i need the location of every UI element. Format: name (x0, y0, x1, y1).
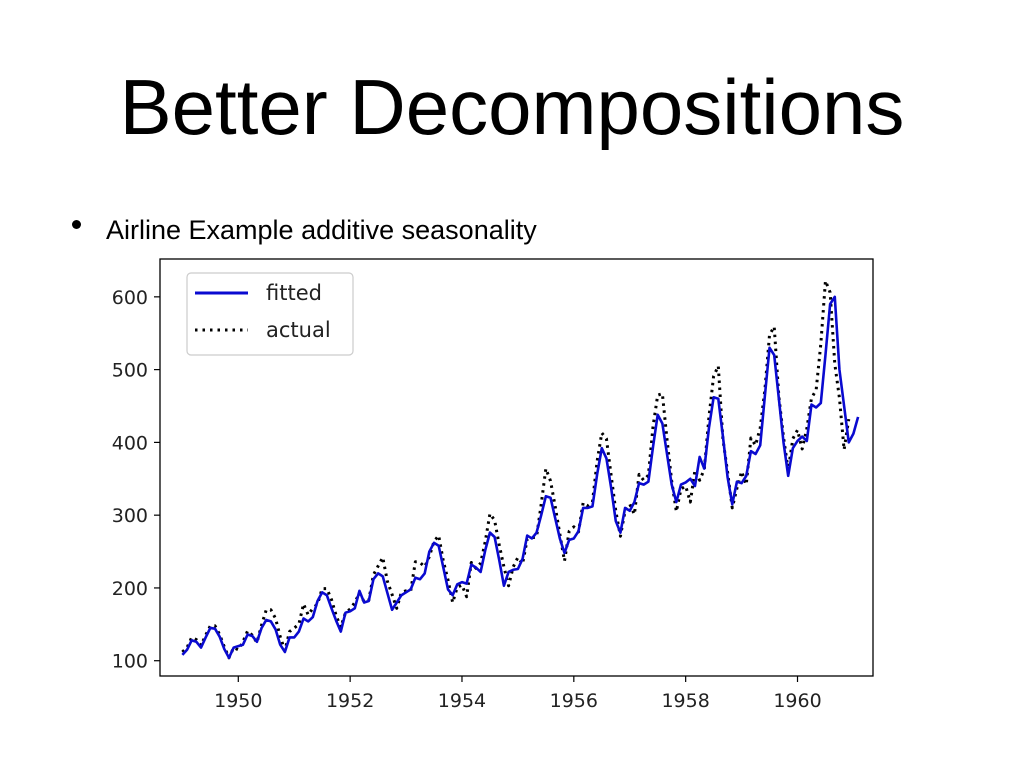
series-layer (181, 279, 860, 660)
x-tick-label: 1958 (661, 690, 709, 712)
y-tick-label: 300 (112, 505, 148, 527)
series-line-fitted (181, 295, 860, 660)
chart-container: 1950 1952 1954 1956 1958 1960 100 200 300 400 500… (90, 248, 890, 728)
y-tick-label: 200 (112, 578, 148, 600)
y-tick-label: 100 (112, 651, 148, 673)
legend: fitted actual (186, 272, 354, 356)
plot-frame (159, 258, 874, 677)
x-tick-label: 1954 (438, 690, 486, 712)
y-tick-label: 400 (112, 432, 148, 454)
y-tick-label: 600 (112, 287, 148, 309)
slide-title: Better Decompositions (119, 63, 905, 151)
bullet-text: Airline Example additive seasonality (106, 214, 537, 245)
airline-chart: 1950 1952 1954 1956 1958 1960 100 200 300 400 500… (112, 258, 874, 712)
x-tick-label: 1950 (214, 690, 262, 712)
legend-actual-label: actual (266, 318, 331, 342)
y-axis: 100 200 300 400 500 600 (112, 287, 160, 673)
x-tick-label: 1960 (773, 690, 821, 712)
x-axis: 1950 1952 1954 1956 1958 1960 (214, 676, 822, 712)
bullet-item: Airline Example additive seasonality (72, 210, 537, 250)
bullet-dot-icon (72, 219, 81, 229)
x-tick-label: 1956 (550, 690, 598, 712)
legend-fitted-label: fitted (266, 281, 322, 305)
x-tick-label: 1952 (326, 690, 374, 712)
y-tick-label: 500 (112, 360, 148, 382)
